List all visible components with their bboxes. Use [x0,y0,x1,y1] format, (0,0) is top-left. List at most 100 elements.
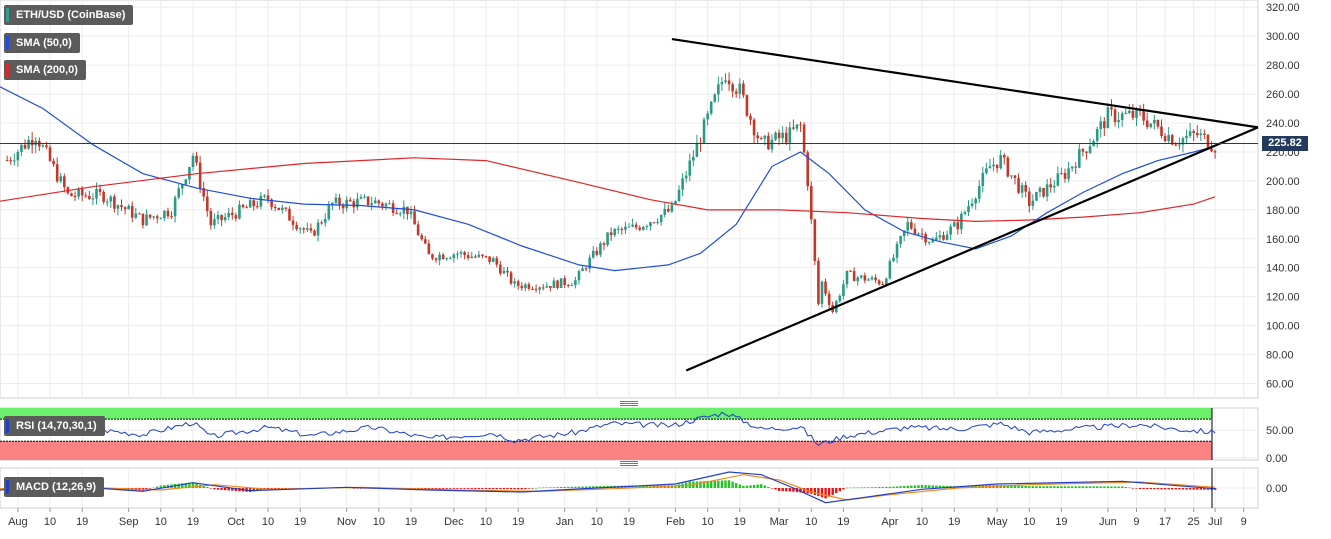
candle-body [956,222,960,230]
macd-histogram-bar [517,488,520,490]
macd-histogram-bar [1135,488,1138,489]
x-tick-label: 19 [187,516,199,528]
candle-body [463,252,466,256]
candle-body [641,226,645,230]
candle-body [205,196,209,211]
candle-body [427,243,431,255]
macd-histogram-bar [699,481,702,488]
macd-histogram-bar [588,486,591,488]
macd-histogram-bar [863,487,867,488]
candle-body [745,95,749,116]
candle-body [999,154,1002,169]
macd-histogram-bar [563,486,566,488]
candle-body [216,214,220,220]
x-tick-label: Apr [881,516,898,528]
macd-histogram-bar [813,488,817,495]
candle-body [277,207,281,210]
macd-histogram-bar [738,484,741,488]
macd-histogram-bar [709,480,713,488]
legend-sma-50[interactable]: SMA (50,0) [4,33,80,53]
candle-body [788,127,792,143]
legend-macd[interactable]: MACD (12,26,9) [4,477,105,497]
candle-body [173,197,177,217]
macd-signal-line [0,474,1216,501]
y-tick-label: 80.00 [1266,350,1294,362]
y-tick-label: 60.00 [1266,379,1294,391]
macd-histogram-bar [1128,487,1131,489]
trendline [671,37,1259,129]
legend-price[interactable]: ETH/USD (CoinBase) [4,5,134,25]
candle-body [381,203,384,207]
candle-body [266,195,270,200]
candle-body [1078,149,1081,168]
candle-body [252,200,256,207]
candle-body [1067,168,1070,179]
macd-histogram-bar [534,487,538,489]
macd-line [0,471,1216,504]
x-tick-label: Nov [337,516,357,528]
candle-body [774,132,777,140]
candle-body [209,210,213,226]
candle-body [1035,192,1038,201]
macd-histogram-bar [202,485,205,488]
macd-histogram-bar [788,488,792,492]
macd-histogram-bar [1049,486,1052,488]
candle-body [9,160,13,162]
legend-rsi[interactable]: RSI (14,70,30,1) [4,416,105,436]
candle-body [566,284,570,286]
macd-histogram-bar [349,487,352,489]
candle-body [1124,112,1128,114]
macd-histogram-bar [695,481,699,488]
macd-histogram-bar [277,488,280,489]
legend-sma-200[interactable]: SMA (200,0) [4,60,86,80]
candle-body [813,219,817,261]
candle-body [470,256,474,259]
macd-histogram-bar [913,485,917,488]
macd-histogram-bar [885,486,888,488]
x-tick-label: 19 [623,516,635,528]
candle-body [777,132,781,139]
candle-body [609,232,613,236]
macd-histogram-bar [556,487,559,488]
macd-histogram-bar [845,487,849,489]
macd-histogram-bar [427,488,431,490]
candle-body [152,216,155,218]
pane-resize-handle[interactable] [620,401,638,407]
candle-body [402,206,406,214]
candle-body [449,258,452,260]
macd-histogram-bar [856,487,859,489]
macd-histogram-bar [1085,486,1088,488]
candle-body [506,270,509,273]
macd-histogram-bar [1013,485,1017,488]
candle-body [284,207,288,209]
candle-body [824,281,827,294]
candle-body [1006,157,1010,177]
macd-histogram-bar [892,486,895,488]
candle-body [599,243,602,255]
candle-body [1070,166,1074,169]
macd-histogram-bar [749,485,752,488]
rsi-oversold-band [0,441,1212,460]
candle-body [188,167,191,180]
rsi-line [7,411,1216,447]
candle-body [913,228,917,235]
x-tick-label: 10 [591,516,603,528]
pane-resize-handle[interactable] [620,461,638,467]
candle-body [888,260,892,279]
candle-body [416,224,420,236]
macd-histogram-bar [356,488,359,489]
macd-histogram-bar [502,488,506,490]
macd-histogram-bar [1095,486,1099,488]
x-tick-label: 10 [480,516,492,528]
macd-histogram-bar [256,488,259,491]
candle-body [1049,184,1053,188]
x-tick-label: 19 [948,516,960,528]
macd-histogram-bar [1185,488,1188,490]
candle-body [1163,135,1167,142]
macd-histogram-bar [1088,486,1092,488]
candle-body [413,211,416,225]
candle-body [231,212,234,216]
macd-histogram-bar [1081,486,1085,488]
candle-body [1013,175,1017,179]
macd-histogram-bar [1020,485,1024,488]
